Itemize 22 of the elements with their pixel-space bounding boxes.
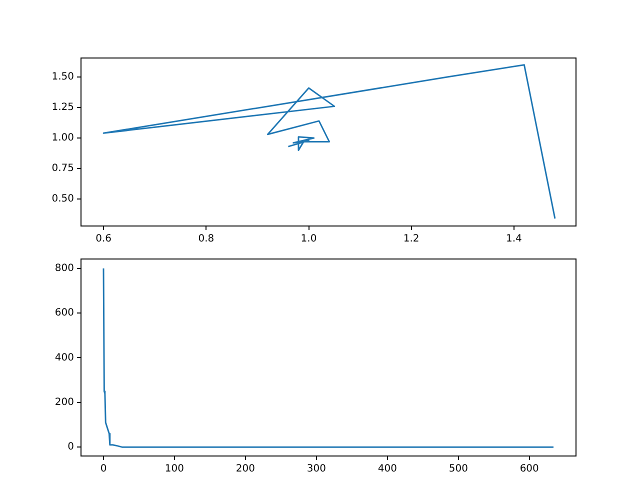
x-tick-label: 1.4: [506, 234, 522, 245]
x-tick-label: 1.2: [403, 234, 420, 245]
y-tick-label: 200: [54, 396, 74, 408]
y-tick-label: 600: [54, 308, 74, 319]
y-tick-label: 0.50: [52, 194, 74, 205]
x-tick-label: 400: [378, 464, 397, 475]
y-tick-label: 1.25: [52, 102, 74, 114]
y-tick-label: 1.50: [52, 72, 74, 83]
x-tick-label: 0.8: [198, 234, 214, 245]
x-tick-label: 1.0: [300, 234, 317, 245]
y-tick-label: 1.00: [52, 132, 74, 144]
y-tick-label: 800: [54, 262, 74, 274]
x-tick-label: 0: [100, 464, 107, 475]
x-tick-label: 0.6: [96, 234, 112, 245]
x-tick-label: 300: [306, 464, 326, 475]
x-tick-label: 200: [236, 464, 256, 475]
x-tick-label: 500: [448, 464, 468, 475]
y-tick-label: 0.75: [52, 163, 74, 174]
y-tick-label: 0: [68, 442, 74, 453]
y-tick-label: 400: [54, 352, 74, 364]
x-tick-label: 100: [164, 464, 184, 475]
x-tick-label: 600: [520, 464, 539, 475]
